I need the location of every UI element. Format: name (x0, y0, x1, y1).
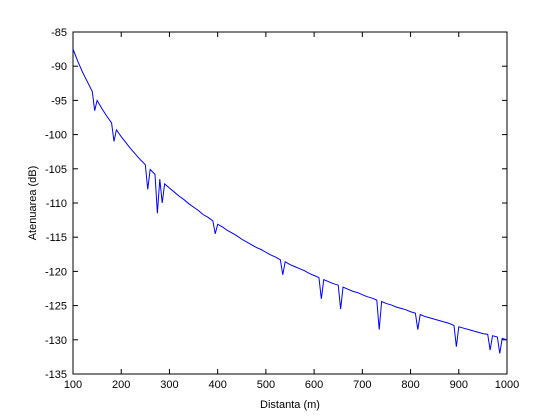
y-tick-label: -90 (51, 61, 67, 73)
x-tick-label: 700 (353, 379, 371, 391)
x-tick-label: 200 (112, 379, 130, 391)
y-tick-label: -95 (51, 95, 67, 107)
y-tick-label: -135 (45, 369, 67, 381)
y-axis-label: Atenuarea (dB) (27, 166, 39, 241)
x-tick-label: 400 (208, 379, 226, 391)
x-axis-label: Distanta (m) (260, 399, 320, 411)
y-tick-label: -105 (45, 164, 67, 176)
y-tick-label: -125 (45, 301, 67, 313)
plot-area (72, 31, 508, 375)
x-tick-label: 300 (160, 379, 178, 391)
x-tick-label: 900 (450, 379, 468, 391)
y-tick-label: -115 (46, 232, 67, 244)
x-tick-label: 100 (64, 379, 82, 391)
x-tick-label: 500 (257, 379, 275, 391)
x-tick-label: 800 (401, 379, 419, 391)
y-tick-label: -85 (51, 27, 67, 39)
y-tick-label: -130 (45, 335, 67, 347)
y-tick-label: -110 (46, 198, 67, 210)
data-line (72, 48, 508, 354)
x-tick-label: 600 (305, 379, 323, 391)
y-tick-label: -120 (45, 266, 67, 278)
y-tick-label: -100 (45, 130, 67, 142)
x-tick-label: 1000 (495, 379, 519, 391)
